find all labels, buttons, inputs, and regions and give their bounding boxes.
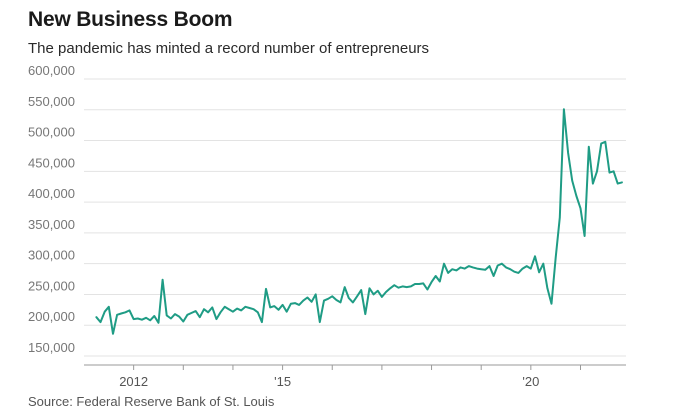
- y-tick-label: 150,000: [28, 340, 75, 355]
- y-tick-label: 250,000: [28, 278, 75, 293]
- y-tick-label: 400,000: [28, 186, 75, 201]
- chart-subtitle: The pandemic has minted a record number …: [28, 40, 430, 57]
- y-tick-label: 200,000: [28, 309, 75, 324]
- y-tick-label: 500,000: [28, 125, 75, 140]
- x-tick-label: '20: [522, 374, 539, 389]
- y-tick-label: 600,000: [28, 63, 75, 78]
- series-layer: [95, 108, 623, 335]
- y-tick-label: 350,000: [28, 217, 75, 232]
- x-tick-label: '15: [274, 374, 291, 389]
- series-line: [95, 108, 623, 335]
- y-axis: 600,000 550,000 500,000 450,000 400,000 350,0…: [28, 63, 75, 355]
- x-axis: 2012 '15 '20: [84, 364, 626, 389]
- y-tick-label: 550,000: [28, 94, 75, 109]
- chart-title: New Business Boom: [28, 8, 233, 31]
- y-tick-label: 450,000: [28, 155, 75, 170]
- grid-layer: [84, 78, 626, 357]
- chart-source: Source: Federal Reserve Bank of St. Loui…: [28, 394, 275, 409]
- y-tick-label: 300,000: [28, 248, 75, 263]
- x-tick-label: 2012: [119, 374, 148, 389]
